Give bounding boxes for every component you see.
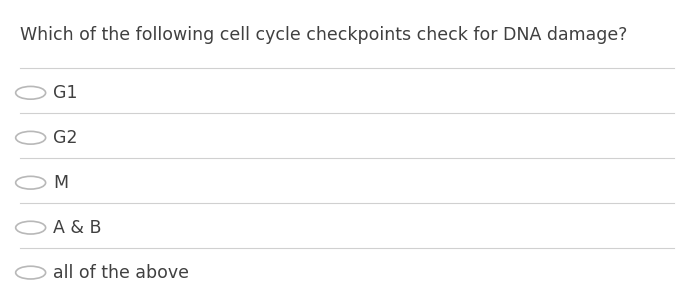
Text: Which of the following cell cycle checkpoints check for DNA damage?: Which of the following cell cycle checkp… xyxy=(20,26,628,44)
Text: A & B: A & B xyxy=(53,219,101,237)
Text: G2: G2 xyxy=(53,129,78,147)
Text: all of the above: all of the above xyxy=(53,264,189,282)
Text: M: M xyxy=(53,174,68,192)
Text: G1: G1 xyxy=(53,84,78,102)
